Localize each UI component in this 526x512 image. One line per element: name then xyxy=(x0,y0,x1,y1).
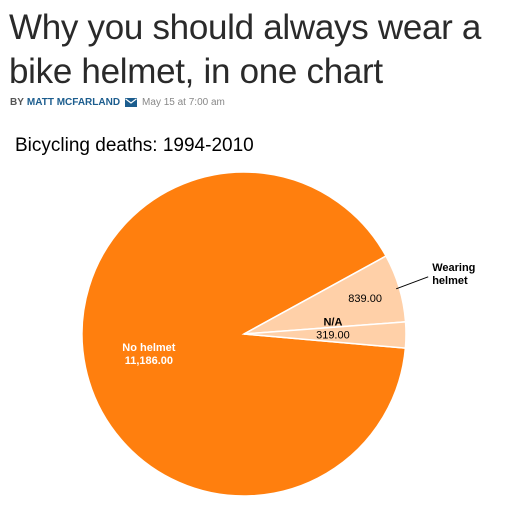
pie-chart: Bicycling deaths: 1994-2010 No helmet 11,… xyxy=(0,125,526,512)
leader-line-wearing-helmet xyxy=(396,276,429,290)
slice-label-n-a: N/A xyxy=(323,316,342,328)
slice-value-no-helmet: 11,186.00 xyxy=(125,355,173,367)
slice-value-wearing-helmet: 839.00 xyxy=(348,293,382,305)
pie-slice-no-helmet xyxy=(81,171,407,497)
byline: BY MATT MCFARLAND May 15 at 7:00 am xyxy=(10,95,225,109)
slice-value-n-a: 319.00 xyxy=(316,329,350,341)
email-icon[interactable] xyxy=(125,97,138,107)
byline-prefix: BY xyxy=(10,96,24,108)
slice-label-no-helmet: No helmet xyxy=(122,342,176,354)
author-link[interactable]: MATT MCFARLAND xyxy=(26,96,121,108)
article-headline: Why you should always wear a bike helmet… xyxy=(9,8,482,91)
slice-label-wearing-helmet-line-1: Wearing xyxy=(432,262,475,274)
pie-slice-n-a xyxy=(243,321,407,349)
chart-title: Bicycling deaths: 1994-2010 xyxy=(15,135,254,156)
slice-label-wearing-helmet-line-2: helmet xyxy=(432,275,468,287)
publish-date: May 15 at 7:00 am xyxy=(142,96,225,108)
